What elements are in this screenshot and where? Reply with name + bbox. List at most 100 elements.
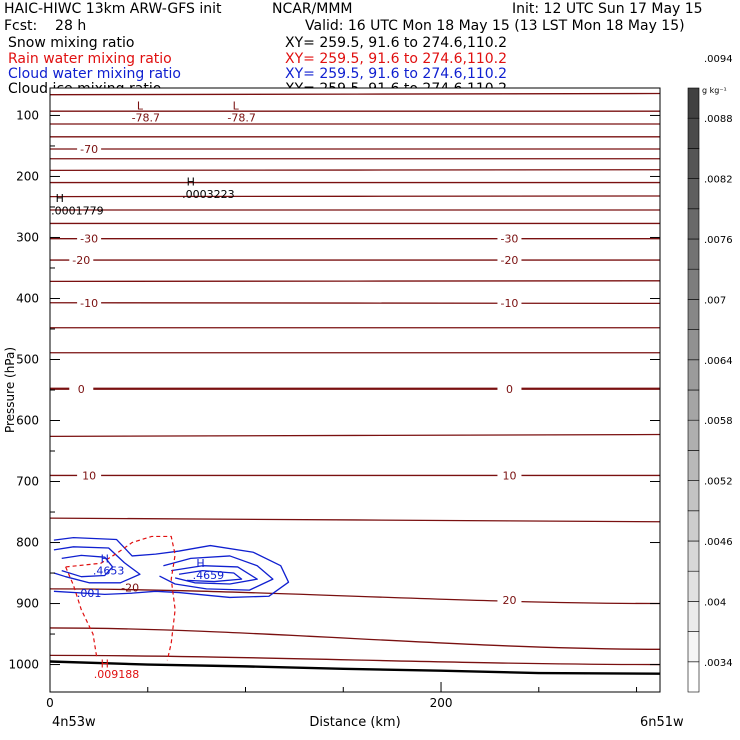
header-valid-time: Valid: 16 UTC Mon 18 May 15 (13 LST Mon … — [305, 18, 685, 34]
field-extremum-label: .009188 — [94, 668, 140, 681]
colorbar-tick-label: .0094 — [704, 54, 733, 65]
colorbar-tick-label: .0034 — [704, 658, 733, 669]
y-axis-tick-label: 500 — [16, 352, 39, 366]
colorbar-swatch — [687, 419, 700, 451]
colorbar-swatch — [687, 540, 700, 572]
temperature-contour-label: 10 — [502, 469, 516, 482]
header-org: NCAR/MMM — [272, 1, 353, 17]
temperature-contour-label: -20 — [500, 254, 518, 267]
temperature-contour-label: -30 — [500, 233, 518, 246]
colorbar-tick-label: .0088 — [704, 114, 733, 125]
x-axis-end-label: 6n51w — [640, 715, 684, 730]
field-extremum-label: H — [101, 553, 109, 566]
colorbar-tick-label: .0046 — [704, 537, 733, 548]
field-extremum-label: L — [137, 99, 144, 112]
field-extremum-label: -78.7 — [227, 112, 255, 125]
temperature-contour — [49, 517, 661, 523]
field-extremum-label: H — [56, 192, 64, 205]
temperature-contour-label: -30 — [80, 233, 98, 246]
plot-area — [50, 88, 660, 692]
temperature-contour-label: -10 — [500, 297, 518, 310]
contour-label-bg — [77, 469, 102, 482]
temperature-contour — [49, 433, 661, 438]
colorbar-swatch — [687, 661, 700, 693]
field-extremum-label: L — [233, 99, 240, 112]
temperature-contour-label: 0 — [506, 383, 513, 396]
colorbar-tick-label: .0058 — [704, 416, 733, 427]
header-forecast-hour: Fcst: 28 h — [4, 18, 87, 34]
colorbar-swatch — [687, 450, 700, 481]
colorbar-swatch — [687, 570, 700, 602]
colorbar-swatch — [687, 238, 700, 270]
colorbar-swatch — [687, 268, 700, 300]
contour-label-bg — [77, 232, 102, 245]
temperature-contour-label: -10 — [80, 297, 98, 310]
cloud-water-contour — [53, 536, 290, 599]
field-name-cloud-water: Cloud water mixing ratio — [8, 66, 181, 82]
temperature-contour — [49, 302, 661, 305]
temperature-contour-label: 20 — [502, 594, 516, 607]
cloud-water-contour — [61, 554, 114, 578]
field-xy-cloud-water: XY= 259.5, 91.6 to 274.6,110.2 — [285, 66, 508, 82]
contour-label-bg — [497, 382, 522, 395]
contour-label-bg — [69, 254, 94, 267]
contour-label-bg — [77, 296, 102, 309]
colorbar-swatch — [687, 117, 700, 149]
contour-label-bg — [497, 232, 522, 245]
contour-label-bg — [77, 143, 102, 156]
colorbar-units: g kg⁻¹ — [702, 86, 727, 95]
field-extremum-label: .001 — [77, 587, 102, 600]
y-axis-tick-label: 600 — [16, 414, 39, 428]
temperature-contour — [49, 654, 661, 666]
field-extremum-label: .4653 — [93, 564, 125, 577]
ground-surface-line — [49, 660, 661, 675]
colorbar-swatch — [687, 299, 700, 330]
y-axis-tick-label: 100 — [16, 108, 39, 122]
temperature-contour — [49, 169, 661, 172]
contour-label-bg — [69, 382, 94, 395]
x-axis-start-label: 4n53w — [52, 715, 96, 730]
colorbar-swatch — [687, 480, 700, 512]
colorbar-swatch — [687, 178, 700, 210]
colorbar-swatch — [687, 148, 700, 179]
field-extremum-label: H — [196, 557, 204, 570]
rain-water-contour — [65, 535, 176, 661]
contour-label-bg — [497, 254, 522, 267]
colorbar-swatch — [687, 389, 700, 421]
field-name-rain: Rain water mixing ratio — [8, 51, 172, 67]
field-extremum-label: .4659 — [193, 569, 225, 582]
temperature-contour — [49, 280, 661, 283]
field-extremum-label: .0003223 — [182, 188, 235, 201]
colorbar-swatch — [687, 208, 700, 240]
header-init-time: Init: 12 UTC Sun 17 May 15 — [512, 1, 703, 17]
x-axis-title: Distance (km) — [309, 715, 400, 730]
y-axis-tick-label: 800 — [16, 536, 39, 550]
field-xy-rain: XY= 259.5, 91.6 to 274.6,110.2 — [285, 51, 508, 67]
y-axis-tick-label: 200 — [16, 169, 39, 183]
contour-label-bg — [497, 469, 522, 482]
colorbar-swatch — [687, 510, 700, 542]
colorbar-swatch — [687, 87, 700, 119]
colorbar-tick-label: .0064 — [704, 356, 733, 367]
colorbar-swatch — [687, 359, 700, 391]
field-extremum-label: -78.7 — [132, 112, 160, 125]
colorbar-tick-label: .007 — [704, 295, 726, 306]
colorbar-swatch — [687, 601, 700, 632]
temperature-contour — [49, 627, 661, 650]
y-axis-title: Pressure (hPa) — [3, 347, 17, 433]
colorbar-swatch — [687, 631, 700, 663]
header-title: HAIC-HIWC 13km ARW-GFS init — [4, 1, 222, 17]
field-extremum-label: -20 — [121, 581, 139, 594]
cloud-water-contour — [178, 569, 243, 583]
colorbar-tick-label: .004 — [704, 597, 726, 608]
temperature-contour-label: 0 — [78, 383, 85, 396]
field-xy-snow: XY= 259.5, 91.6 to 274.6,110.2 — [285, 35, 508, 51]
cloud-water-contour — [171, 565, 258, 585]
x-axis-tick-label: 200 — [430, 696, 453, 710]
temperature-contour-label: -20 — [72, 254, 90, 267]
temperature-contour — [49, 92, 661, 96]
y-axis-tick-label: 1000 — [8, 658, 39, 672]
y-axis-tick-label: 400 — [16, 291, 39, 305]
field-extremum-label: H — [187, 176, 195, 189]
temperature-contour — [49, 588, 661, 605]
